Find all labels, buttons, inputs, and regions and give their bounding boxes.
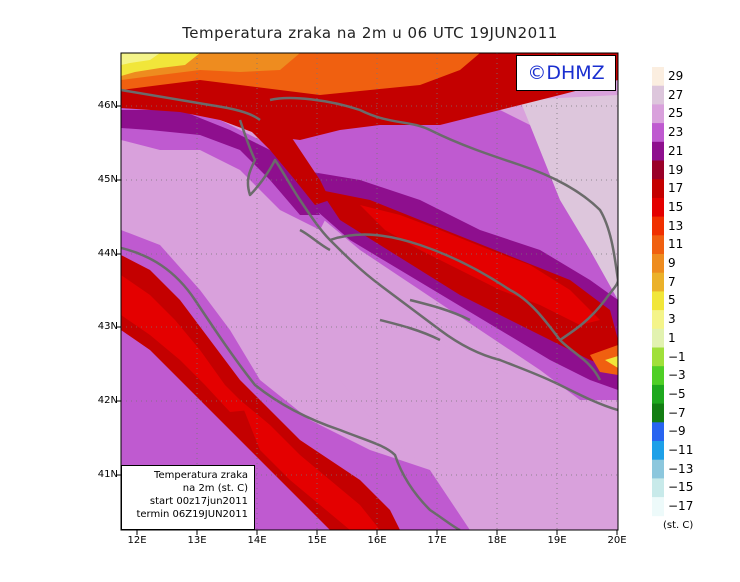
legend-label: 27: [668, 87, 684, 102]
legend-label: −3: [668, 368, 686, 383]
legend-label: −15: [668, 480, 694, 495]
legend-swatch: [652, 310, 664, 330]
legend-label: 19: [668, 162, 684, 177]
lon-label-17: 17E: [427, 535, 447, 546]
lon-label-15: 15E: [307, 535, 327, 546]
legend-label: 17: [668, 181, 684, 196]
legend-colorbar: [652, 67, 664, 517]
legend-label: 1: [668, 330, 676, 345]
warm-italy-south: [240, 400, 380, 530]
legend-label: −11: [668, 443, 694, 457]
legend-label: 15: [668, 199, 684, 214]
legend-swatch: [652, 160, 664, 180]
legend-label: −9: [668, 424, 686, 439]
purple-zone-north: [121, 100, 330, 230]
lon-label-13: 13E: [187, 535, 207, 546]
legend-label: 7: [668, 274, 676, 289]
lon-label-12: 12E: [127, 535, 147, 546]
info-line-4: termin 06Z19JUN2011: [136, 509, 248, 520]
light-orange-east: [605, 356, 618, 368]
warm-dinaric-core: [360, 205, 600, 325]
lon-label-14: 14E: [247, 535, 267, 546]
lat-label-46: 46N: [97, 100, 118, 111]
lat-label-44: 44N: [97, 248, 118, 259]
island-3: [409, 298, 471, 322]
legend-swatch: [652, 67, 664, 87]
warm-velebit: [250, 110, 330, 205]
legend-swatch: [652, 272, 664, 292]
orange-east: [590, 345, 618, 375]
montenegro-border: [559, 279, 618, 342]
legend-swatch: [652, 197, 664, 217]
lon-label-18: 18E: [487, 535, 507, 546]
legend-swatch: [652, 104, 664, 124]
legend-swatch: [652, 235, 664, 255]
lon-label-20: 20E: [607, 535, 627, 546]
island-1: [299, 228, 331, 252]
istria-croatia-coast: [238, 119, 618, 412]
legend-swatch: [652, 384, 664, 404]
legend-swatch: [652, 254, 664, 274]
darkpurple-north: [121, 110, 320, 215]
yellow-north2: [121, 53, 160, 65]
legend-label: 3: [668, 312, 676, 327]
legend-swatch: [652, 497, 664, 517]
island-2: [379, 318, 441, 342]
lat-label-45: 45N: [97, 174, 118, 185]
legend-swatch: [652, 328, 664, 348]
legend-label: −7: [668, 405, 686, 420]
legend-label: 11: [668, 237, 684, 252]
info-line-3: start 00z17jun2011: [149, 496, 248, 507]
info-box: Temperatura zraka na 2m (st. C) start 00…: [121, 465, 255, 530]
legend-swatch: [652, 347, 664, 367]
legend-swatch: [652, 478, 664, 498]
lat-label-41: 41N: [97, 469, 118, 480]
info-line-2: na 2m (st. C): [182, 483, 248, 494]
legend-swatch: [652, 141, 664, 161]
map-frame: [120, 52, 619, 531]
warm-italy: [121, 255, 400, 530]
balkan-border: [269, 96, 618, 281]
legend-label: −17: [668, 499, 694, 514]
legend-label: 21: [668, 143, 684, 158]
legend-swatch: [652, 441, 664, 461]
italy-coast: [121, 246, 461, 530]
info-line-1: Temperatura zraka: [154, 470, 248, 481]
legend-swatch: [652, 85, 664, 105]
legend-unit: (st. C): [663, 520, 694, 531]
legend-label: 23: [668, 125, 684, 140]
legend-swatch: [652, 123, 664, 143]
copyright-badge: ©DHMZ: [516, 55, 616, 91]
legend-swatch: [652, 366, 664, 386]
map-title: Temperatura zraka na 2m u 06 UTC 19JUN20…: [182, 24, 558, 42]
legend-label: −13: [668, 461, 694, 476]
legend-label: −5: [668, 386, 686, 401]
legend-label: 13: [668, 218, 684, 233]
legend-label: 29: [668, 69, 684, 83]
legend-swatch: [652, 291, 664, 311]
lon-label-19: 19E: [547, 535, 567, 546]
legend-label: 25: [668, 106, 684, 121]
legend-swatch: [652, 422, 664, 442]
legend-swatch: [652, 179, 664, 199]
light-zone-ne: [520, 95, 618, 300]
lat-label-43: 43N: [97, 321, 118, 332]
lat-label-42: 42N: [97, 395, 118, 406]
north-border: [121, 88, 261, 122]
warm-italy-core: [121, 275, 250, 412]
legend-swatch: [652, 459, 664, 479]
legend-label: 5: [668, 293, 676, 308]
light-zone-coast: [310, 260, 618, 530]
purple-zone-west: [121, 230, 470, 530]
bosnia-border: [329, 233, 602, 381]
legend-swatch: [652, 403, 664, 423]
legend-label: −1: [668, 349, 686, 364]
lon-label-16: 16E: [367, 535, 387, 546]
legend-swatch: [652, 216, 664, 236]
legend-label: 9: [668, 256, 676, 270]
